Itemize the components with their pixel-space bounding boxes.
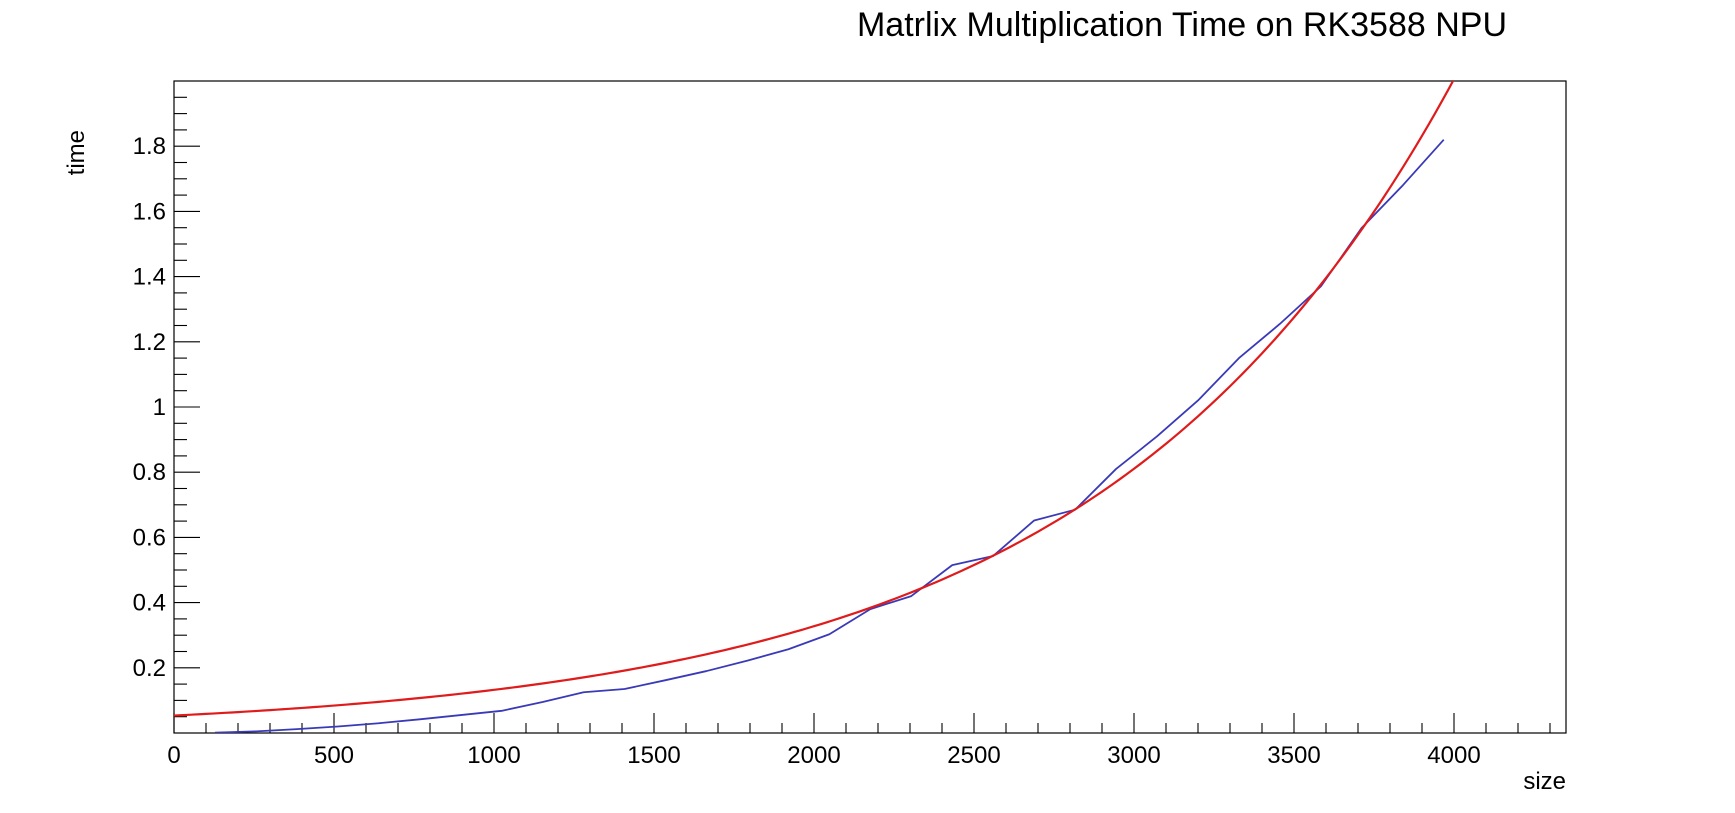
y-tick-label: 1.6 xyxy=(133,198,166,225)
x-tick-label: 0 xyxy=(167,742,180,769)
fit-curve-line xyxy=(174,81,1455,717)
y-tick-label: 1.2 xyxy=(133,329,166,356)
y-tick-label: 0.4 xyxy=(133,590,166,617)
y-axis: 0.2 0.4 0.6 0.8 1 1.2 1.4 1.6 1.8 xyxy=(133,96,200,718)
x-tick-label: 3000 xyxy=(1107,742,1160,769)
chart-title: Matrlix Multiplication Time on RK3588 NP… xyxy=(857,6,1507,44)
x-axis: 0 500 1000 1500 2000 2500 3000 3500 4000 xyxy=(167,713,1551,769)
measured-time-line xyxy=(214,139,1445,733)
x-tick-label: 1500 xyxy=(627,742,680,769)
y-axis-label: time xyxy=(63,130,90,175)
x-tick-label: 4000 xyxy=(1427,742,1480,769)
x-tick-label: 500 xyxy=(314,742,354,769)
x-tick-label: 2500 xyxy=(947,742,1000,769)
y-tick-label: 0.2 xyxy=(133,655,166,682)
y-tick-label: 1 xyxy=(153,394,166,421)
series-layer xyxy=(174,81,1455,733)
y-tick-label: 0.6 xyxy=(133,524,166,551)
y-tick-label: 1.8 xyxy=(133,133,166,160)
plot-frame xyxy=(173,80,1567,734)
x-tick-label: 1000 xyxy=(467,742,520,769)
y-tick-label: 1.4 xyxy=(133,264,166,291)
x-tick-label: 2000 xyxy=(787,742,840,769)
x-axis-label: size xyxy=(1523,768,1566,795)
x-tick-label: 3500 xyxy=(1267,742,1320,769)
y-tick-label: 0.8 xyxy=(133,459,166,486)
